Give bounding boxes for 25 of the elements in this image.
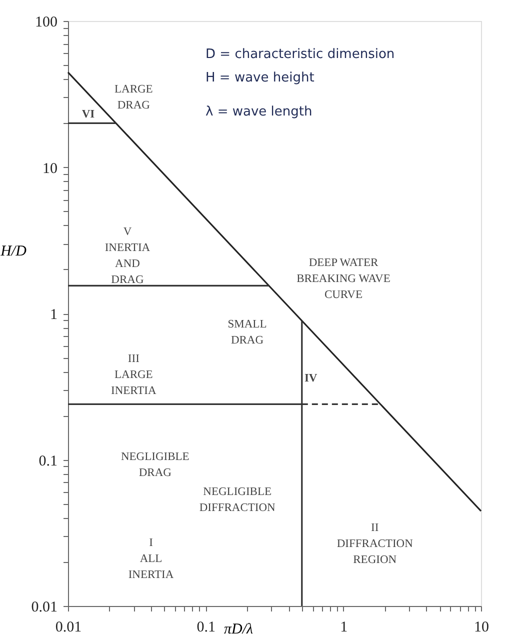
- y-tick-label: 1: [50, 307, 58, 323]
- x-tick-label: 10: [474, 620, 489, 636]
- annotation: DEEP WATER BREAKING WAVE CURVE: [296, 257, 390, 302]
- annotation: I ALL INERTIA: [128, 536, 174, 581]
- annotation: IV: [304, 372, 318, 384]
- annotation: VI: [82, 108, 96, 121]
- y-tick-label: 0.1: [38, 453, 58, 470]
- annotation: λ = wave length: [206, 104, 312, 120]
- y-tick-label: 0.01: [31, 600, 58, 616]
- annotation: III LARGE INERTIA: [111, 353, 158, 398]
- annotation: H = wave height: [206, 70, 314, 86]
- y-tick-label: 100: [35, 14, 58, 30]
- annotation: NEGLIGIBLE DRAG: [120, 450, 190, 479]
- annotation: LARGE DRAG: [114, 83, 153, 112]
- annotation: II DIFFRACTION REGION: [336, 522, 414, 566]
- x-axis-title: πD/λ: [224, 622, 254, 638]
- annotation: NEGLIGIBLE DIFFRACTION: [199, 486, 276, 514]
- y-axis-title: H/D: [0, 243, 27, 260]
- x-tick-label: 0.01: [55, 620, 82, 636]
- x-tick-label: 1: [340, 620, 348, 636]
- annotation: SMALL DRAG: [228, 318, 267, 347]
- y-tick-label: 10: [42, 160, 58, 177]
- annotation: D = characteristic dimension: [206, 46, 395, 62]
- x-tick-label: 0.1: [196, 620, 216, 636]
- annotation: V INERTIA AND DRAG: [104, 226, 151, 286]
